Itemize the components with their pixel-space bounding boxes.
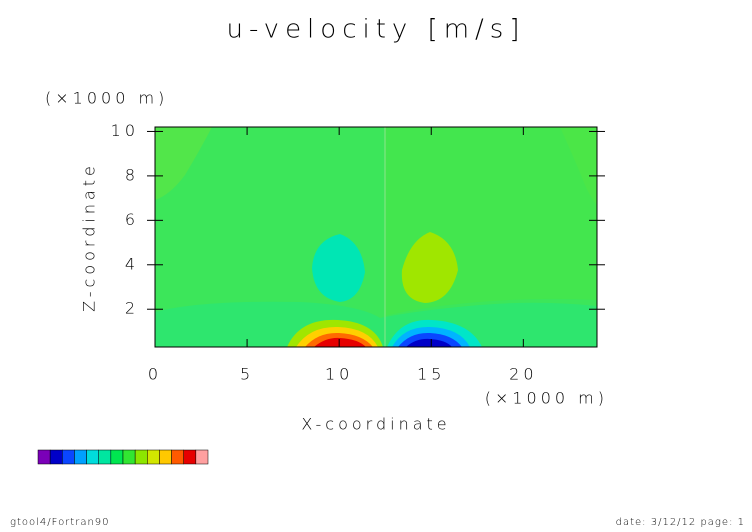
contour-field [155, 127, 597, 347]
colorbar-swatch [62, 449, 75, 465]
footer-left: gtool4/Fortran90 [10, 517, 110, 528]
y-tick-label: 10 [111, 121, 139, 140]
x-tick-label: 5 [240, 365, 254, 384]
colorbar-swatch [74, 449, 87, 465]
contour-region [155, 127, 212, 200]
colorbar-swatch [37, 449, 51, 465]
footer-right: date: 3/12/12 page: 1 [616, 517, 745, 528]
contour-region [155, 301, 597, 347]
colorbar-swatch [159, 449, 172, 465]
contour-region [312, 234, 365, 302]
y-tick-label: 2 [125, 299, 139, 318]
x-tick-label: 10 [325, 365, 353, 384]
colorbar-swatch [110, 449, 124, 465]
y-tick-label: 8 [125, 165, 139, 184]
x-tick-label: 20 [509, 365, 537, 384]
x-unit: (×1000 m) [485, 389, 608, 408]
y-tick-label: 4 [125, 254, 139, 273]
colorbar-swatch [98, 449, 112, 465]
y-unit: (×1000 m) [45, 89, 168, 108]
colorbar-swatch [86, 449, 99, 465]
colorbar-swatch [195, 449, 209, 465]
colorbar-swatch [49, 449, 63, 465]
x-tick-label: 0 [148, 365, 162, 384]
colorbar-swatch [134, 449, 148, 465]
colorbar-swatch [171, 449, 184, 465]
y-tick-label: 6 [125, 210, 139, 229]
contour-region [406, 338, 452, 347]
x-tick-label: 15 [417, 365, 445, 384]
y-axis-label: Z-coordinate [80, 162, 99, 312]
colorbar-swatch [183, 449, 197, 465]
colorbar-swatch [122, 449, 136, 465]
colorbar-swatch [147, 449, 160, 465]
contour-region [314, 337, 366, 347]
plot-frame [154, 126, 598, 348]
x-axis-label: X-coordinate [301, 415, 450, 434]
chart-title: u-velocity [m/s] [227, 15, 526, 45]
contour-region [401, 232, 458, 303]
